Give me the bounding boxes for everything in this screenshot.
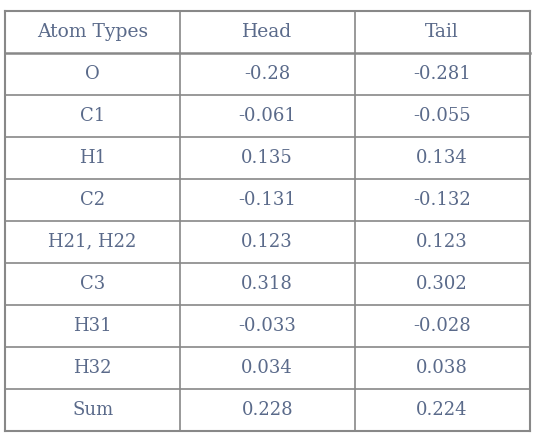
Text: Tail: Tail <box>425 23 459 41</box>
Text: -0.28: -0.28 <box>244 65 291 83</box>
Text: 0.123: 0.123 <box>241 233 293 251</box>
Text: Head: Head <box>242 23 292 41</box>
Text: 0.135: 0.135 <box>241 149 293 167</box>
Text: -0.132: -0.132 <box>413 191 471 209</box>
Text: C2: C2 <box>80 191 105 209</box>
Text: C1: C1 <box>80 107 105 125</box>
Text: O: O <box>85 65 100 83</box>
Text: 0.302: 0.302 <box>416 275 468 293</box>
Text: H32: H32 <box>73 359 112 377</box>
Text: -0.028: -0.028 <box>413 317 471 335</box>
Text: H31: H31 <box>73 317 112 335</box>
Text: -0.033: -0.033 <box>238 317 296 335</box>
Text: 0.224: 0.224 <box>416 401 468 419</box>
Text: -0.055: -0.055 <box>413 107 471 125</box>
Text: -0.131: -0.131 <box>238 191 296 209</box>
Text: 0.134: 0.134 <box>416 149 468 167</box>
Text: Atom Types: Atom Types <box>37 23 148 41</box>
Text: Sum: Sum <box>72 401 113 419</box>
Text: H1: H1 <box>79 149 106 167</box>
Text: 0.038: 0.038 <box>416 359 468 377</box>
Text: 0.228: 0.228 <box>241 401 293 419</box>
Text: 0.034: 0.034 <box>241 359 293 377</box>
Text: 0.123: 0.123 <box>416 233 468 251</box>
Text: 0.318: 0.318 <box>241 275 293 293</box>
Text: -0.281: -0.281 <box>413 65 471 83</box>
Text: -0.061: -0.061 <box>238 107 296 125</box>
Text: C3: C3 <box>80 275 105 293</box>
Text: H21, H22: H21, H22 <box>49 233 137 251</box>
